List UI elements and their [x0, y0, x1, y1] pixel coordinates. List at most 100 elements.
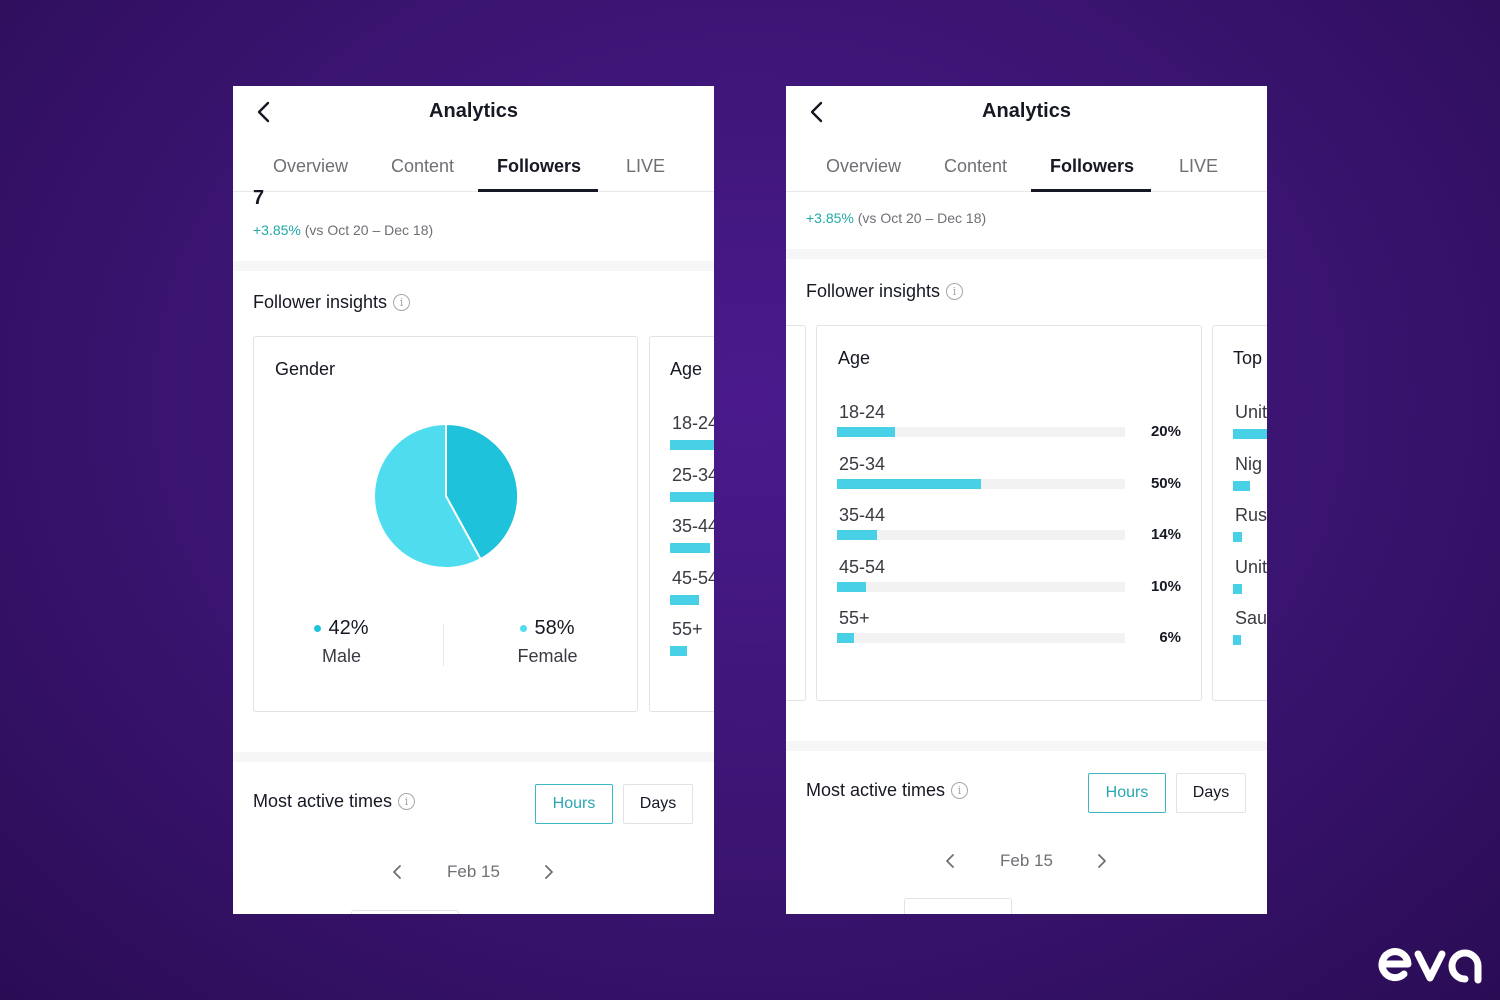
change-percent: +3.85%	[806, 210, 854, 226]
age-range-label: 55+	[839, 608, 870, 628]
country-bar-fill	[1233, 532, 1242, 542]
country-label: Sau	[1235, 608, 1267, 628]
most-active-times-label: Most active times	[253, 791, 393, 811]
age-card-title: Age	[838, 348, 871, 368]
info-icon[interactable]: i	[398, 793, 416, 810]
male-label: Male	[321, 646, 361, 666]
age-bar-fill	[837, 427, 895, 437]
previous-date-icon[interactable]	[941, 851, 961, 871]
change-percent: +3.85%	[253, 222, 301, 238]
country-label: Unit	[1235, 402, 1267, 422]
tab-overview[interactable]: Overview	[826, 156, 902, 176]
tab-followers[interactable]: Followers	[1050, 156, 1135, 176]
top-card-title: Top	[1233, 348, 1263, 368]
country-bar-fill	[1233, 480, 1251, 491]
info-icon[interactable]: i	[951, 782, 969, 799]
age-bar-track	[837, 581, 1125, 592]
change-period: (vs Oct 20 – Dec 18)	[857, 210, 987, 226]
page-title: Analytics	[429, 100, 518, 122]
days-button[interactable]: Days	[1176, 773, 1246, 813]
section-divider	[786, 249, 1267, 259]
back-arrow-icon[interactable]	[253, 100, 277, 124]
follower-insights-label: Follower insights	[806, 281, 941, 301]
country-label: Nig	[1235, 453, 1263, 474]
hours-button[interactable]: Hours	[1088, 773, 1166, 813]
chart-tooltip-peek	[351, 910, 459, 914]
days-button[interactable]: Days	[623, 784, 693, 824]
tab-content[interactable]: Content	[944, 156, 1008, 176]
gender-card-peek[interactable]	[786, 325, 806, 701]
gender-card: Gender 42% Male 58% Female	[253, 336, 638, 712]
next-date-icon[interactable]	[1091, 851, 1111, 871]
tab-followers[interactable]: Followers	[497, 156, 582, 176]
age-row: 35-44 14%	[837, 505, 1181, 553]
age-range-label: 45-54	[839, 556, 886, 577]
next-date-icon[interactable]	[538, 862, 558, 882]
tab-overview[interactable]: Overview	[273, 156, 349, 176]
tab-bar: Overview Content Followers LIVE	[233, 142, 714, 192]
section-divider	[233, 261, 714, 271]
follower-insights-label: Follower insights	[253, 292, 388, 312]
pie-slice-male	[445, 422, 519, 561]
analytics-screen-gender: Analytics Overview Content Followers LIV…	[233, 86, 714, 914]
top-countries-card-peek[interactable]: Top Unit Nig Rus Unit Sau	[1212, 325, 1267, 701]
country-bar-fill	[1233, 429, 1267, 439]
info-icon[interactable]: i	[393, 294, 411, 311]
active-tab-indicator	[478, 189, 598, 192]
follower-insights-title: Follower insights i	[806, 281, 964, 302]
age-range-label: 35-44	[672, 516, 714, 536]
age-range-label: 18-24	[839, 402, 886, 422]
age-bar-fill	[837, 478, 981, 489]
age-percent: 20%	[1150, 423, 1181, 440]
follower-insights-title: Follower insights i	[253, 292, 411, 313]
age-bar-track	[837, 530, 1125, 540]
age-row: 18-24 20%	[837, 402, 1181, 450]
brand-logo-icon	[1378, 948, 1482, 984]
age-percent: 50%	[1150, 474, 1181, 492]
country-label: Unit	[1235, 556, 1267, 577]
age-bar-fill	[837, 581, 866, 592]
section-divider	[786, 741, 1267, 751]
gender-pie-chart	[373, 422, 519, 569]
followers-change: +3.85% (vs Oct 20 – Dec 18)	[806, 210, 986, 226]
age-percent: 10%	[1150, 577, 1181, 595]
female-dot-icon	[520, 625, 528, 632]
age-bar-fill	[670, 646, 688, 656]
most-active-times-title: Most active times i	[253, 791, 416, 812]
age-card-title: Age	[670, 359, 703, 379]
legend-female: 58% Female	[500, 617, 595, 667]
analytics-screen-age: Analytics Overview Content Followers LIV…	[786, 86, 1267, 914]
previous-date-icon[interactable]	[388, 862, 408, 882]
tab-live[interactable]: LIVE	[1179, 156, 1219, 176]
gender-card-title: Gender	[275, 359, 336, 379]
followers-change: +3.85% (vs Oct 20 – Dec 18)	[253, 222, 433, 238]
age-range-label: 45-54	[672, 567, 714, 588]
info-icon[interactable]: i	[946, 283, 964, 300]
age-percent: 14%	[1150, 526, 1181, 543]
hours-button[interactable]: Hours	[535, 784, 613, 824]
female-percent: 58%	[534, 617, 575, 639]
app-header: Analytics	[786, 86, 1267, 138]
age-range-label: 18-24	[672, 413, 714, 433]
tab-content[interactable]: Content	[391, 156, 455, 176]
male-percent: 42%	[328, 617, 369, 639]
legend-male: 42% Male	[294, 617, 389, 667]
age-range-label: 35-44	[839, 505, 886, 525]
tab-live[interactable]: LIVE	[626, 156, 666, 176]
age-row: 45-54 10%	[837, 557, 1181, 605]
age-bar-fill	[837, 530, 878, 540]
age-bar-fill	[670, 543, 711, 553]
country-bar-fill	[1233, 635, 1241, 645]
age-range-label: 25-34	[839, 453, 886, 474]
age-bar-fill	[670, 440, 714, 450]
app-header: Analytics	[233, 86, 714, 138]
date-label: Feb 15	[447, 862, 500, 881]
back-arrow-icon[interactable]	[806, 100, 830, 124]
female-label: Female	[517, 646, 578, 666]
age-card-peek[interactable]: Age 18-24 25-34 35-44 45-54 55+	[649, 336, 714, 712]
followers-total: 7	[253, 187, 265, 209]
age-bar-track	[837, 633, 1125, 643]
age-bar-track	[837, 478, 1125, 489]
most-active-times-label: Most active times	[806, 780, 946, 800]
age-row: 25-34 50%	[837, 454, 1181, 502]
